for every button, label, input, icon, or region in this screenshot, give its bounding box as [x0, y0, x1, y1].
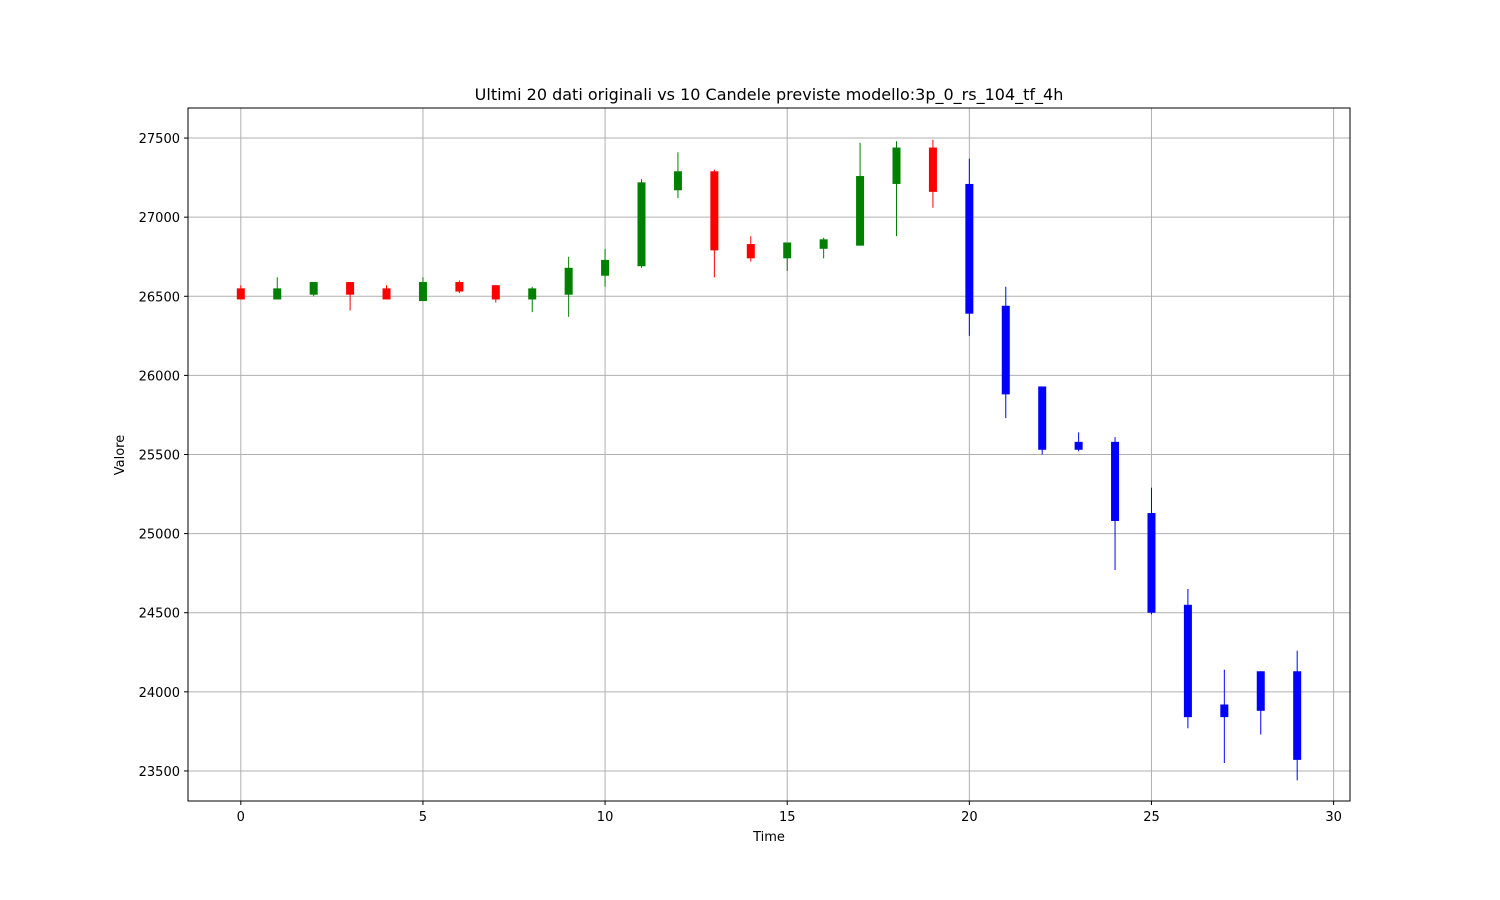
original-candle — [673, 152, 682, 199]
candle-body — [1256, 671, 1265, 711]
candle-body — [892, 147, 901, 184]
forecast-candle — [1256, 671, 1265, 735]
x-tick-label: 10 — [597, 810, 614, 825]
candle-body — [1293, 671, 1302, 760]
forecast-candle — [1001, 286, 1010, 419]
x-tick-label: 0 — [237, 810, 245, 825]
candle-body — [1147, 513, 1156, 613]
original-candle — [601, 248, 610, 287]
grid — [188, 108, 1350, 801]
candle-body — [1038, 386, 1047, 450]
x-tick-label: 15 — [779, 810, 796, 825]
forecast-candle — [1074, 432, 1083, 452]
candle-body — [1074, 441, 1083, 450]
x-tick-label: 20 — [961, 810, 978, 825]
x-tick-label: 25 — [1143, 810, 1160, 825]
original-candle — [783, 242, 792, 271]
original-candle — [273, 277, 282, 300]
y-tick-label: 24500 — [139, 607, 180, 622]
forecast-candle — [1038, 386, 1047, 455]
y-tick-label: 25500 — [139, 449, 180, 464]
x-tick-label: 30 — [1325, 810, 1342, 825]
forecast-candle — [1220, 669, 1229, 764]
candle-body — [637, 182, 646, 267]
original-candle — [418, 277, 427, 302]
original-candle — [819, 237, 828, 259]
y-tick-label: 26000 — [139, 369, 180, 384]
candle-body — [1183, 604, 1192, 718]
original-candle — [856, 142, 865, 246]
y-axis-label: Valore — [113, 435, 128, 475]
candle-body — [673, 171, 682, 191]
candle-body — [491, 285, 500, 300]
candle-body — [746, 244, 755, 259]
forecast-candle — [1111, 437, 1120, 570]
candle-body — [382, 288, 391, 300]
x-axis-label: Time — [752, 830, 785, 845]
forecast-candle — [1293, 650, 1302, 781]
original-candle — [637, 179, 646, 268]
original-candle — [346, 282, 355, 311]
original-candle — [236, 285, 245, 300]
candle-body — [455, 282, 464, 292]
original-candle — [746, 236, 755, 262]
candle-body — [309, 282, 318, 295]
x-tick-label: 5 — [419, 810, 427, 825]
original-candle — [382, 285, 391, 300]
candles — [236, 139, 1302, 781]
candle-body — [710, 171, 719, 251]
candle-body — [783, 242, 792, 259]
candle-body — [236, 288, 245, 300]
original-candle — [528, 286, 537, 313]
y-tick-label: 24000 — [139, 686, 180, 701]
candle-body — [418, 282, 427, 302]
candle-body — [1220, 704, 1229, 718]
original-candle — [892, 141, 901, 237]
y-tick-label: 27000 — [139, 211, 180, 226]
candle-body — [819, 239, 828, 249]
y-axis-ticks: 23500 24000 24500 25000 25500 26000 26500 27000… — [139, 132, 188, 780]
forecast-candle — [965, 158, 974, 336]
candle-body — [273, 288, 282, 300]
original-candle — [710, 169, 719, 278]
original-candle — [455, 280, 464, 294]
candle-body — [928, 147, 937, 192]
x-axis-ticks: 0 5 10 15 20 25 30 — [237, 801, 1342, 825]
original-candle — [491, 285, 500, 303]
candle-body — [564, 267, 573, 295]
original-candle — [928, 139, 937, 208]
candle-body — [1111, 441, 1120, 521]
y-tick-label: 25000 — [139, 528, 180, 543]
candle-body — [856, 176, 865, 246]
candle-body — [965, 183, 974, 314]
forecast-candle — [1183, 588, 1192, 729]
original-candle — [309, 282, 318, 297]
candle-body — [346, 282, 355, 295]
y-tick-label: 23500 — [139, 765, 180, 780]
chart-title: Ultimi 20 dati originali vs 10 Candele p… — [475, 85, 1064, 105]
candle-body — [601, 259, 610, 276]
original-candle — [564, 256, 573, 317]
candle-body — [1001, 305, 1010, 395]
candle-body — [528, 288, 537, 300]
forecast-candle — [1147, 487, 1156, 615]
y-tick-label: 26500 — [139, 290, 180, 305]
y-tick-label: 27500 — [139, 132, 180, 147]
